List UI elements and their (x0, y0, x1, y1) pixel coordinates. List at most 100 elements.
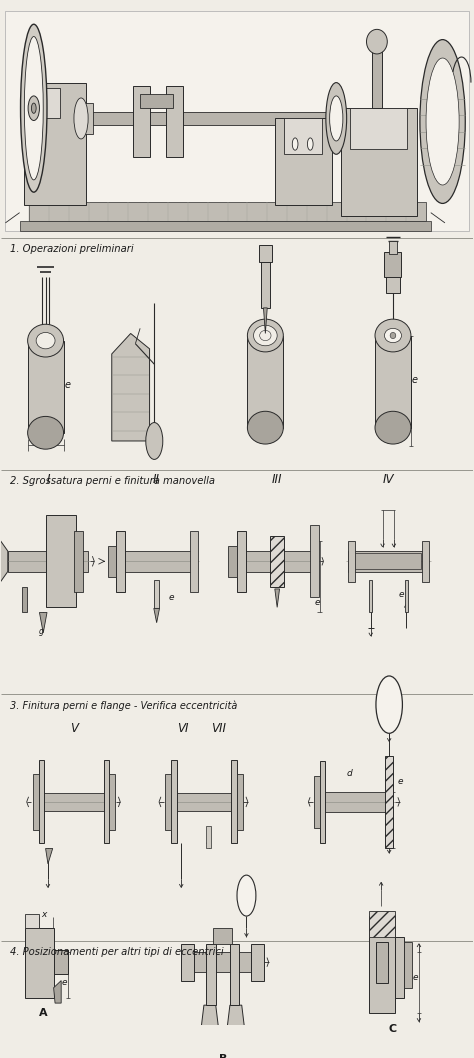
Bar (213, 928, 232, 944)
Bar (38, 761, 44, 843)
Bar (19, 221, 431, 231)
Bar (372, 47, 382, 108)
Text: e: e (315, 598, 320, 606)
Circle shape (28, 96, 39, 121)
Text: e: e (399, 589, 404, 599)
Text: V: V (70, 722, 78, 734)
Text: g: g (38, 627, 43, 637)
Bar (109, 774, 115, 829)
Bar (25, 914, 38, 928)
Bar (386, 261, 400, 292)
Text: 1. Operazioni preliminari: 1. Operazioni preliminari (10, 244, 134, 254)
Ellipse shape (254, 325, 277, 346)
Bar (27, 341, 64, 433)
Ellipse shape (426, 58, 459, 185)
Bar (259, 245, 272, 261)
Circle shape (237, 875, 256, 916)
Ellipse shape (329, 96, 343, 141)
Bar (5, 11, 469, 231)
Text: e: e (64, 380, 71, 389)
Bar (422, 541, 429, 582)
Bar (404, 942, 412, 988)
Text: C: C (389, 1024, 397, 1034)
Ellipse shape (366, 30, 387, 54)
Ellipse shape (24, 37, 43, 180)
Bar (133, 86, 150, 158)
Ellipse shape (375, 412, 411, 444)
Ellipse shape (74, 98, 88, 139)
Circle shape (31, 103, 36, 113)
Bar (314, 777, 319, 827)
Text: B: B (219, 1055, 227, 1058)
Text: e: e (412, 375, 418, 384)
Bar (117, 551, 197, 571)
Bar (355, 553, 421, 569)
Bar (369, 580, 372, 613)
Polygon shape (264, 308, 267, 333)
Ellipse shape (247, 320, 283, 352)
Polygon shape (54, 981, 61, 1003)
Bar (74, 530, 83, 592)
Bar (104, 761, 109, 843)
Bar (81, 103, 93, 133)
Bar (395, 936, 404, 998)
Bar (165, 774, 171, 829)
Bar (375, 335, 411, 427)
Text: e: e (413, 973, 419, 982)
Bar (251, 944, 264, 981)
Bar (231, 761, 237, 843)
Bar (22, 587, 27, 613)
Bar (29, 202, 426, 221)
Bar (230, 944, 239, 1005)
Bar (171, 792, 237, 811)
Bar (140, 94, 173, 108)
Bar (376, 942, 388, 983)
Bar (369, 911, 395, 936)
Bar (319, 761, 325, 843)
Text: I: I (46, 473, 50, 486)
Bar (237, 774, 243, 829)
Bar (54, 950, 68, 974)
Ellipse shape (326, 83, 346, 154)
Text: VII: VII (210, 722, 226, 734)
Ellipse shape (384, 328, 401, 343)
Ellipse shape (390, 332, 396, 339)
Bar (369, 916, 395, 1014)
Bar (33, 774, 38, 829)
Bar (181, 944, 194, 981)
Bar (350, 108, 407, 149)
Bar (154, 580, 159, 608)
Text: VI: VI (177, 722, 188, 734)
Polygon shape (225, 1005, 246, 1044)
Polygon shape (39, 613, 47, 633)
Bar (166, 86, 182, 158)
Bar (237, 551, 318, 571)
Bar (270, 535, 284, 587)
Bar (171, 761, 176, 843)
Text: IV: IV (383, 473, 394, 486)
Polygon shape (46, 849, 53, 863)
Polygon shape (112, 333, 150, 441)
Bar (284, 118, 322, 154)
Bar (81, 112, 341, 125)
Text: II: II (153, 473, 160, 486)
Text: e: e (397, 777, 403, 786)
Bar (348, 551, 428, 571)
Bar (228, 546, 237, 577)
Bar (190, 530, 198, 592)
Text: e: e (62, 979, 67, 987)
Ellipse shape (260, 330, 271, 341)
Ellipse shape (20, 24, 47, 193)
Polygon shape (154, 608, 159, 623)
Bar (46, 515, 76, 607)
Bar (25, 928, 54, 998)
Bar (319, 791, 391, 813)
Ellipse shape (375, 320, 411, 352)
Ellipse shape (420, 39, 465, 203)
Bar (275, 118, 331, 205)
Text: 2. Sgrossatura perni e finitura manovella: 2. Sgrossatura perni e finitura manovell… (10, 476, 215, 487)
Text: A: A (39, 1008, 47, 1019)
Ellipse shape (27, 324, 64, 357)
Bar (385, 755, 393, 847)
Bar (389, 241, 397, 254)
